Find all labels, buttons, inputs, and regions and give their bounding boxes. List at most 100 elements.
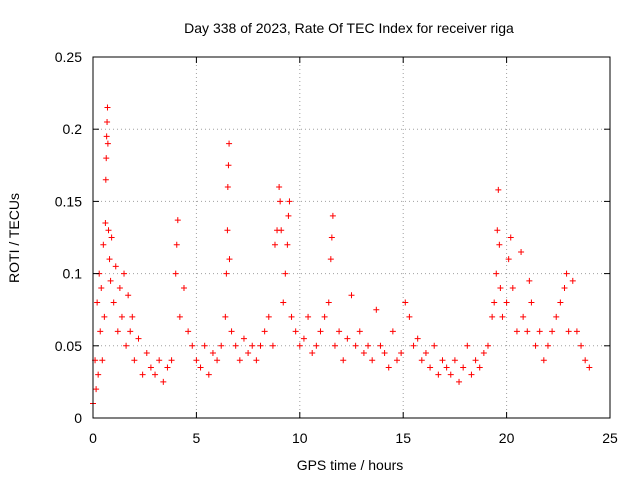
data-point [365,342,372,349]
data-point [497,285,504,292]
data-point [225,162,232,169]
data-point [313,342,320,349]
data-point [532,342,539,349]
data-point [305,313,312,320]
data-point [106,256,113,263]
data-point [107,277,114,284]
data-point [578,342,585,349]
data-point [232,342,239,349]
data-point [569,277,576,284]
data-point [156,357,163,364]
data-point [121,270,128,277]
data-point [553,313,560,320]
data-point [228,328,235,335]
data-point [249,342,256,349]
data-point [172,270,179,277]
data-point [257,342,264,349]
y-tick-label: 0.25 [55,49,82,65]
data-point [377,342,384,349]
data-point [174,217,181,224]
data-point [373,306,380,313]
data-point [300,335,307,342]
data-point [398,350,405,357]
y-tick-label: 0.15 [55,193,82,209]
data-point [164,364,171,371]
data-point [222,313,229,320]
data-point [327,256,334,263]
data-point [520,313,527,320]
data-point [422,350,429,357]
data-point [526,277,533,284]
data-point [104,118,111,125]
data-point [105,227,112,234]
x-tick-label: 10 [292,430,308,446]
data-point [288,313,295,320]
y-tick-label: 0 [74,410,82,426]
x-tick-label: 15 [395,430,411,446]
data-point [439,357,446,364]
data-point [309,350,316,357]
data-point [418,357,425,364]
data-point [494,227,501,234]
data-point [102,220,109,227]
data-point [224,227,231,234]
data-point [193,357,200,364]
data-point [292,328,299,335]
data-point [218,342,225,349]
x-tick-label: 25 [602,430,618,446]
data-point [451,357,458,364]
data-point [286,198,293,205]
y-tick-label: 0.2 [63,121,83,137]
y-tick-label: 0.05 [55,338,82,354]
data-point [139,371,146,378]
y-axis-label: ROTI / TECUs [6,193,22,283]
data-point [102,176,109,183]
data-point [493,270,500,277]
data-point [100,241,107,248]
data-point [317,328,324,335]
data-point [236,357,243,364]
data-points [90,104,593,407]
data-point [507,234,514,241]
grid-lines [93,57,610,418]
data-point [99,357,106,364]
data-point [561,285,568,292]
data-point [129,313,136,320]
data-point [152,371,159,378]
data-point [278,227,285,234]
data-point [472,357,479,364]
data-point [381,350,388,357]
data-point [524,328,531,335]
data-point [209,350,216,357]
chart-title: Day 338 of 2023, Rate Of TEC Index for r… [184,20,514,36]
data-point [98,285,105,292]
data-point [385,364,392,371]
data-point [116,285,123,292]
data-point [495,186,502,193]
data-point [103,155,110,162]
data-point [557,299,564,306]
data-point [402,299,409,306]
data-point [329,212,336,219]
data-point [540,357,547,364]
data-point [348,292,355,299]
data-point [509,285,516,292]
x-axis-label: GPS time / hours [297,457,404,473]
data-point [103,133,110,140]
data-point [496,241,503,248]
x-tick-label: 0 [89,430,97,446]
data-point [544,342,551,349]
data-point [484,342,491,349]
data-point [269,342,276,349]
data-point [214,357,221,364]
data-point [95,371,102,378]
data-point [340,357,347,364]
data-point [393,357,400,364]
data-point [197,364,204,371]
data-point [282,270,289,277]
y-tick-label: 0.1 [63,266,83,282]
data-point [143,350,150,357]
data-point [328,234,335,241]
data-point [491,299,498,306]
